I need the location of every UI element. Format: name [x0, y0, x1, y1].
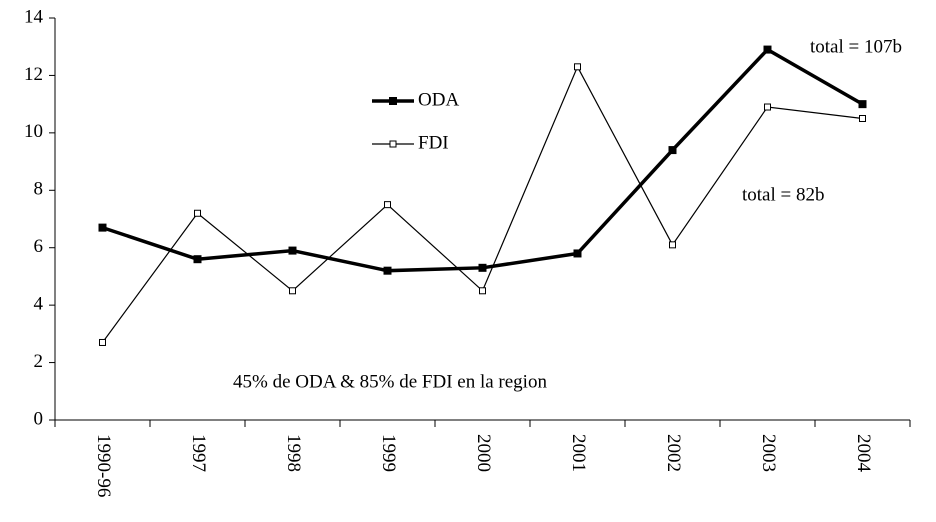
- legend-marker: [389, 140, 397, 148]
- y-tick-label: 14: [24, 6, 44, 27]
- marker: [99, 338, 106, 346]
- x-tick-label: 1990-96: [93, 434, 114, 497]
- marker: [384, 201, 391, 209]
- y-tick-label: 8: [34, 179, 44, 200]
- marker: [479, 287, 486, 295]
- marker: [574, 63, 581, 71]
- x-tick-label: 1997: [188, 434, 209, 472]
- marker: [859, 115, 866, 122]
- y-tick-label: 2: [34, 351, 44, 372]
- y-tick-label: 10: [24, 121, 43, 142]
- marker: [669, 241, 676, 249]
- x-tick-label: 2004: [853, 434, 874, 473]
- y-tick-label: 6: [34, 236, 44, 257]
- annotation: total = 107b: [810, 36, 902, 57]
- x-tick-label: 1998: [283, 434, 304, 472]
- y-tick-label: 12: [24, 64, 43, 85]
- marker: [193, 255, 202, 264]
- annotation: total = 82b: [742, 184, 825, 205]
- x-tick-label: 2001: [568, 434, 589, 472]
- marker: [98, 223, 107, 232]
- marker: [288, 246, 297, 255]
- marker: [763, 45, 772, 54]
- series-line: [101, 47, 864, 273]
- legend-label: ODA: [418, 89, 459, 110]
- marker: [668, 146, 677, 155]
- marker: [764, 103, 771, 111]
- marker: [573, 249, 582, 258]
- legend-marker: [389, 97, 397, 105]
- x-tick-label: 2002: [663, 434, 684, 472]
- legend-label: FDI: [418, 132, 449, 153]
- y-tick-label: 4: [34, 294, 44, 315]
- marker: [383, 266, 392, 275]
- y-tick-label: 0: [34, 408, 44, 429]
- marker: [858, 100, 867, 109]
- annotation: 45% de ODA & 85% de FDI en la region: [233, 371, 547, 392]
- x-tick-label: 1999: [378, 434, 399, 472]
- marker: [194, 209, 201, 217]
- x-tick-label: 2003: [758, 434, 779, 472]
- marker: [289, 287, 296, 295]
- marker: [478, 263, 487, 272]
- x-tick-label: 2000: [473, 434, 494, 472]
